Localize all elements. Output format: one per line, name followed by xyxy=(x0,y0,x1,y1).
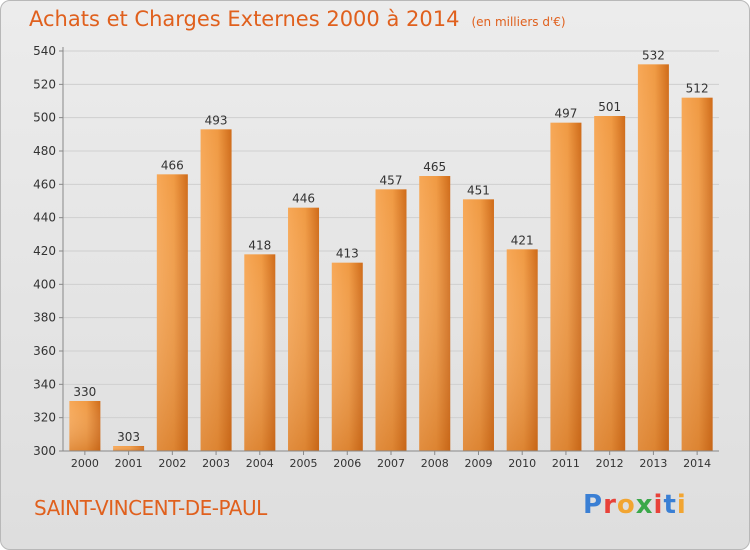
y-tick-label: 340 xyxy=(33,377,56,391)
x-tick-label-2008: 2008 xyxy=(421,457,449,470)
logo-letter: P xyxy=(583,490,604,520)
data-label-2009: 451 xyxy=(467,183,490,197)
y-tick-label: 320 xyxy=(33,411,56,425)
title-text: Achats et Charges Externes 2000 à 2014 xyxy=(29,7,460,31)
x-tick-label-2003: 2003 xyxy=(202,457,230,470)
bar-shade-2003 xyxy=(200,129,232,452)
data-label-2001: 303 xyxy=(117,430,140,444)
data-label-2007: 457 xyxy=(380,173,403,187)
unit-label: (en milliers d'€) xyxy=(471,15,566,29)
logo-letter: i xyxy=(653,490,664,520)
y-tick-label: 400 xyxy=(33,277,56,291)
x-tick-label-2013: 2013 xyxy=(639,457,667,470)
x-tick-label-2000: 2000 xyxy=(71,457,99,470)
logo-letter: r xyxy=(603,490,617,520)
bar-shade-2007 xyxy=(375,189,407,452)
data-label-2013: 532 xyxy=(642,48,665,62)
data-label-2005: 446 xyxy=(292,192,315,206)
logo-letter: i xyxy=(676,490,687,520)
data-label-2006: 413 xyxy=(336,247,359,261)
location-label: SAINT-VINCENT-DE-PAUL xyxy=(34,496,267,520)
bar-shade-2014 xyxy=(681,97,713,452)
proxiti-logo: Proxiti xyxy=(583,490,687,520)
y-tick-label: 380 xyxy=(33,311,56,325)
y-tick-label: 440 xyxy=(33,211,56,225)
x-tick-label-2011: 2011 xyxy=(552,457,580,470)
y-tick-label: 420 xyxy=(33,244,56,258)
y-tick-label: 480 xyxy=(33,144,56,158)
x-tick-label-2005: 2005 xyxy=(290,457,318,470)
data-label-2002: 466 xyxy=(161,158,184,172)
x-tick-label-2007: 2007 xyxy=(377,457,405,470)
bar-shade-2013 xyxy=(637,64,669,452)
x-tick-label-2010: 2010 xyxy=(508,457,536,470)
data-label-2012: 501 xyxy=(598,100,621,114)
data-label-2014: 512 xyxy=(686,82,709,96)
x-tick-label-2004: 2004 xyxy=(246,457,274,470)
x-tick-label-2009: 2009 xyxy=(464,457,492,470)
data-label-2008: 465 xyxy=(423,160,446,174)
logo-letter: x xyxy=(635,490,654,520)
data-label-2011: 497 xyxy=(554,107,577,121)
x-tick-label-2001: 2001 xyxy=(115,457,143,470)
bar-shade-2008 xyxy=(419,176,451,451)
y-tick-label: 540 xyxy=(33,44,56,58)
bar-shade-2009 xyxy=(462,199,494,451)
y-tick-label: 460 xyxy=(33,177,56,191)
x-tick-label-2002: 2002 xyxy=(158,457,186,470)
data-label-2010: 421 xyxy=(511,233,534,247)
bar-shade-2002 xyxy=(156,174,188,452)
x-tick-label-2006: 2006 xyxy=(333,457,361,470)
y-tick-label: 500 xyxy=(33,111,56,125)
bars-layer: 330 303 466 493 418 446 413 457 465 451 421 497 501 5… xyxy=(69,48,713,452)
bar-shade-2005 xyxy=(288,207,320,451)
axes-layer: 300 320 340 360 380 400 420 440 460 480 500 520 540 2… xyxy=(33,44,719,470)
bar-shade-2001 xyxy=(113,446,145,451)
chart-title: Achats et Charges Externes 2000 à 2014 (e… xyxy=(29,7,566,31)
x-tick-label-2012: 2012 xyxy=(596,457,624,470)
data-label-2004: 418 xyxy=(248,238,271,252)
bar-shade-2011 xyxy=(550,122,582,452)
bar-shade-2010 xyxy=(506,249,538,451)
logo-letter: o xyxy=(616,490,636,520)
bar-shade-2006 xyxy=(331,262,363,451)
y-tick-label: 520 xyxy=(33,77,56,91)
bar-shade-2012 xyxy=(594,116,626,451)
logo-letter: t xyxy=(663,490,677,520)
y-tick-label: 360 xyxy=(33,344,56,358)
x-tick-label-2014: 2014 xyxy=(683,457,711,470)
y-tick-label: 300 xyxy=(33,444,56,458)
bar-shade-2000 xyxy=(69,401,101,451)
data-label-2003: 493 xyxy=(205,113,228,127)
data-label-2000: 330 xyxy=(73,385,96,399)
bar-shade-2004 xyxy=(244,254,276,451)
